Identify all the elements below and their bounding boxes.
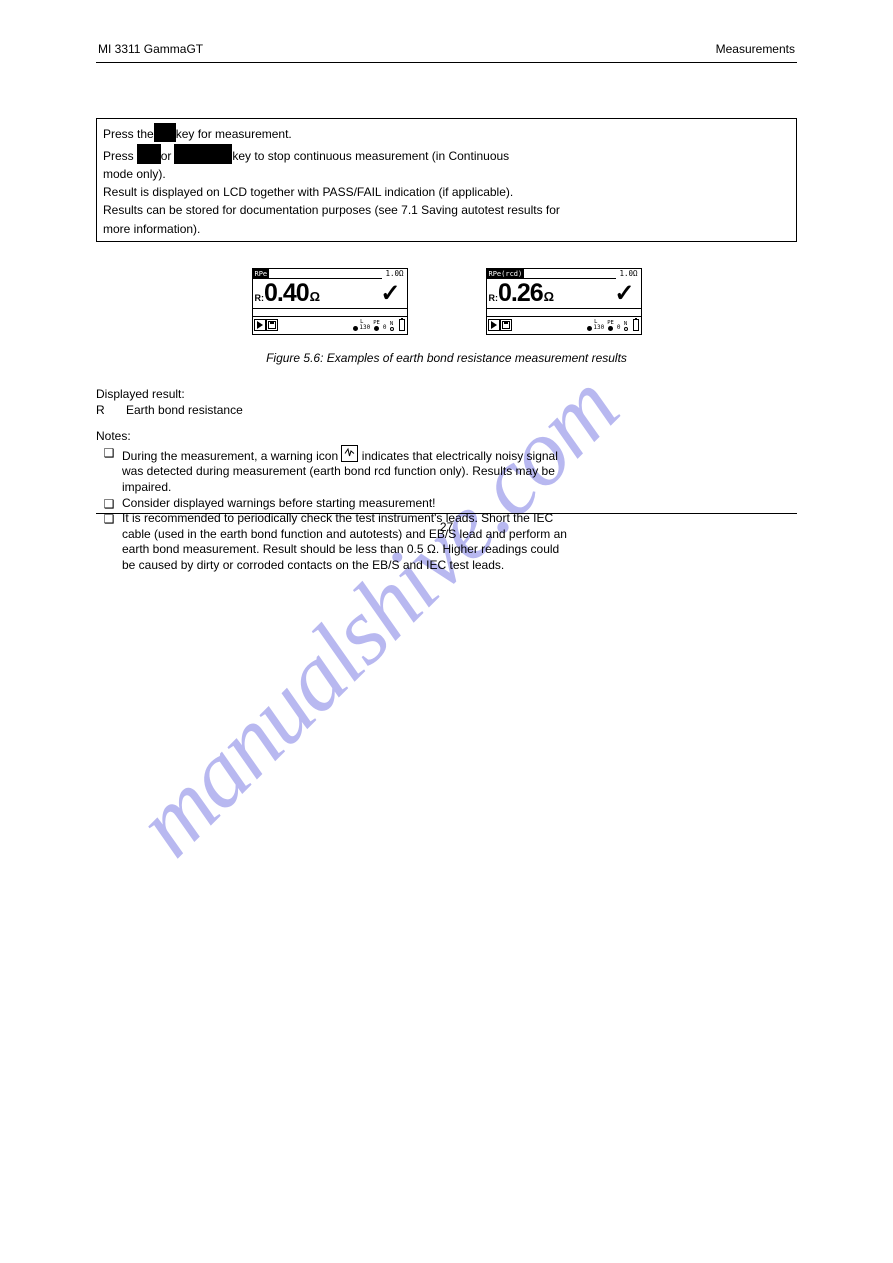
- lcd-left-terminals: L 130 PE . 0 N: [353, 319, 406, 331]
- step-text-3: Press: [103, 148, 134, 164]
- play-icon: [254, 319, 266, 331]
- note-1-line2: was detected during measurement (earth b…: [122, 464, 555, 478]
- dot-icon: [587, 326, 592, 331]
- lcd-right-r-prefix: R:: [489, 293, 499, 303]
- page-header: MI 3311 GammaGT Measurements: [0, 0, 893, 56]
- note-1-line1a: During the measurement, a warning icon: [122, 449, 341, 463]
- step-text-1: Press the: [103, 126, 154, 142]
- lcd-left-top-spacer: [269, 269, 382, 279]
- term-n-val: 0: [383, 325, 387, 331]
- notes-list: ❑ During the measurement, a warning icon…: [96, 445, 797, 574]
- lcd-screen-left: RPe 1.0Ω R:0.40Ω ✓ L 130: [252, 268, 408, 335]
- term-l-val: 130: [593, 325, 604, 331]
- lcd-right-limit: 1.0Ω: [616, 269, 640, 279]
- instruction-step-box: Press the key for measurement. Press or …: [96, 118, 797, 242]
- note-bullet: ❑: [96, 496, 122, 512]
- save-icon: [266, 319, 278, 331]
- lcd-left-mid-row: [253, 309, 407, 317]
- key-icon-stop-2: [174, 144, 232, 164]
- lcd-left-r-prefix: R:: [255, 293, 265, 303]
- dot-icon: [624, 327, 628, 331]
- note-bullet: ❑: [96, 445, 122, 496]
- lcd-right-mode-label: RPe(rcd): [487, 269, 525, 279]
- displayed-r-label: R: [96, 403, 126, 417]
- step-text-9: more information).: [103, 221, 790, 237]
- note-3-line4: be caused by dirty or corroded contacts …: [122, 558, 504, 572]
- dot-icon: [608, 326, 613, 331]
- lcd-right-mid-row: [487, 309, 641, 317]
- dot-icon: [390, 327, 394, 331]
- step-text-4: or: [161, 148, 172, 164]
- note-1-line1b: indicates that electrically noisy signal: [362, 449, 558, 463]
- noise-warning-icon: [341, 445, 358, 462]
- displayed-result-table: R Earth bond resistance: [96, 403, 797, 417]
- dot-icon: [374, 326, 379, 331]
- displayed-r-desc: Earth bond resistance: [126, 403, 243, 417]
- lcd-right-check-icon: ✓: [614, 279, 634, 308]
- step-text-7: Result is displayed on LCD together with…: [103, 184, 790, 200]
- key-icon-stop-1: [137, 144, 161, 164]
- lcd-left-value: 0.40: [264, 279, 309, 307]
- lcd-screens-row: RPe 1.0Ω R:0.40Ω ✓ L 130: [0, 268, 893, 335]
- step-text-2: key for measurement.: [176, 126, 292, 142]
- lcd-left-unit: Ω: [310, 289, 320, 304]
- header-rule: [96, 62, 797, 63]
- lcd-screen-right: RPe(rcd) 1.0Ω R:0.26Ω ✓ L 13: [486, 268, 642, 335]
- dot-icon: [353, 326, 358, 331]
- step-text-8: Results can be stored for documentation …: [103, 202, 790, 218]
- lcd-right-top-spacer: [524, 269, 616, 279]
- note-1-line3: impaired.: [122, 480, 171, 494]
- lcd-right-value: 0.26: [498, 279, 543, 307]
- lcd-left-mode-label: RPe: [253, 269, 270, 279]
- footer-rule: [96, 513, 797, 514]
- save-icon: [500, 319, 512, 331]
- note-3-line3: earth bond measurement. Result should be…: [122, 542, 559, 556]
- lcd-right-terminals: L 130 PE . 0 N: [587, 319, 640, 331]
- figure-caption: Figure 5.6: Examples of earth bond resis…: [0, 351, 893, 365]
- notes-heading: Notes:: [96, 429, 797, 443]
- lcd-right-unit: Ω: [544, 289, 554, 304]
- play-icon: [488, 319, 500, 331]
- step-text-5: key to stop continuous measurement (in C…: [232, 148, 509, 164]
- key-icon-run: [154, 123, 176, 142]
- lcd-left-check-icon: ✓: [380, 279, 400, 308]
- battery-icon: [633, 319, 639, 331]
- header-product: MI 3311 GammaGT: [98, 42, 203, 56]
- battery-icon: [399, 319, 405, 331]
- lcd-left-limit: 1.0Ω: [382, 269, 406, 279]
- page-content: MI 3311 GammaGT Measurements Press the k…: [0, 0, 893, 574]
- displayed-result-heading: Displayed result:: [96, 387, 797, 401]
- term-n-val: 0: [617, 325, 621, 331]
- page-number: 27: [0, 520, 893, 534]
- header-section: Measurements: [716, 42, 795, 56]
- term-l-val: 130: [359, 325, 370, 331]
- step-text-6: mode only).: [103, 166, 790, 182]
- note-2-text: Consider displayed warnings before start…: [122, 496, 797, 512]
